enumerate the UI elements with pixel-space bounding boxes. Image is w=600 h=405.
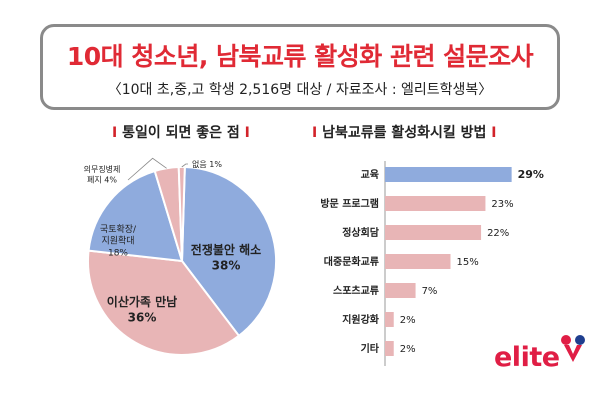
leader-line — [181, 163, 188, 168]
pie-label: 전쟁불안 해소 38% — [191, 242, 261, 273]
leader-line — [127, 157, 167, 181]
pie-slice — [87, 249, 241, 356]
page-title: 10대 청소년, 남북교류 활성화 관련 설문조사 — [66, 42, 534, 71]
bar-value-label: 7% — [422, 286, 438, 297]
bar-category-label: 정상회담 — [342, 226, 380, 239]
pie-chart-title-text: 통일이 되면 좋은 점 — [122, 125, 240, 141]
bar — [385, 167, 512, 182]
pie-slice — [87, 169, 184, 263]
bar-category-label: 교육 — [361, 169, 379, 181]
bar-value-label: 2% — [400, 344, 416, 355]
bar — [385, 254, 451, 269]
bar — [385, 225, 482, 240]
pie-label: 의무징병제 폐지 4% — [84, 164, 121, 184]
pie-chart-title: I 통일이 되면 좋은 점 I — [112, 125, 250, 141]
bar-category-label: 스포츠교류 — [333, 284, 379, 297]
pie-label: 이산가족 만남 36% — [107, 294, 177, 325]
title-box: 10대 청소년, 남북교류 활성화 관련 설문조사 〈10대 초,중,고 학생 … — [40, 24, 560, 110]
bar-category-label: 지원강화 — [342, 313, 380, 326]
bar-chart-title-text: 남북교류를 활성화시킬 방법 — [322, 125, 487, 141]
bar-chart-title: I 남북교류를 활성화시킬 방법 I — [312, 125, 497, 141]
bar-category-label: 대중문화교류 — [324, 255, 379, 268]
bar-value-label: 15% — [457, 257, 479, 268]
bar — [385, 312, 394, 327]
bar-value-label: 23% — [491, 199, 513, 210]
bar — [385, 283, 416, 298]
logo-mark-icon — [561, 335, 585, 362]
logo-text: elite — [494, 342, 560, 373]
bar-category-label: 기타 — [361, 342, 380, 355]
bar — [385, 341, 394, 356]
page-subtitle: 〈10대 초,중,고 학생 2,516명 대상 / 자료조사 : 엘리트학생복〉 — [107, 82, 493, 98]
pie-slice — [180, 166, 277, 338]
bar-value-label: 2% — [400, 315, 416, 326]
bar — [385, 196, 486, 211]
pie-label: 없음 1% — [192, 160, 222, 169]
pie-label: 국토확장/지원확대 18% — [100, 223, 137, 258]
bar-value-label: 22% — [487, 228, 509, 239]
bar-category-label: 방문 프로그램 — [320, 197, 379, 210]
elite-logo: elite — [494, 335, 585, 373]
bar-value-label: 29% — [518, 168, 544, 181]
